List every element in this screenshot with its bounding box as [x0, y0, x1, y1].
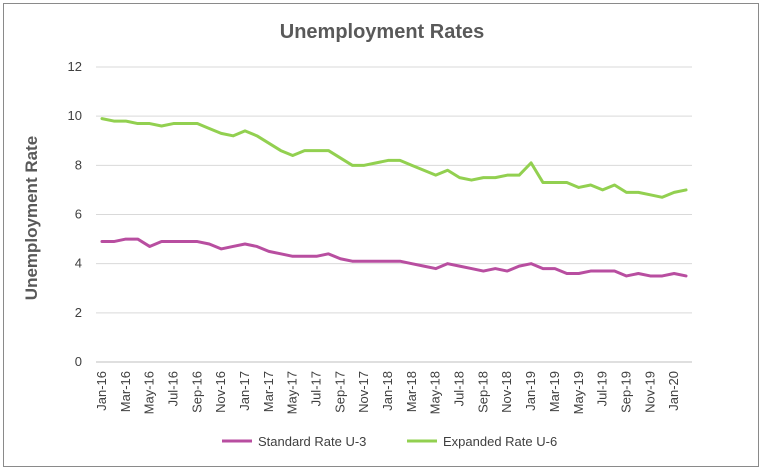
x-tick-label: Jul-17 — [309, 371, 324, 406]
x-tick-label: May-18 — [428, 371, 443, 414]
series-lines — [100, 117, 688, 278]
x-tick-label: Sep-17 — [332, 371, 347, 413]
x-tick-label: Sep-19 — [618, 371, 633, 413]
legend-label: Standard Rate U-3 — [258, 434, 366, 449]
x-tick-label: May-19 — [571, 371, 586, 414]
y-tick-label: 6 — [75, 207, 82, 222]
legend: Standard Rate U-3 Expanded Rate U-6 — [222, 434, 557, 449]
x-tick-label: Jul-19 — [595, 371, 610, 406]
y-tick-label: 0 — [75, 354, 82, 369]
x-tick-label: Jan-17 — [237, 371, 252, 411]
series-line-u3 — [100, 237, 688, 278]
x-tick-labels: Jan-16 Mar-16 May-16 Jul-16 Sep-16 Nov-16 Jan-… — [94, 371, 681, 414]
y-tick-label: 10 — [68, 108, 82, 123]
x-tick-label: Jul-16 — [165, 371, 180, 406]
x-tick-label: Nov-19 — [642, 371, 657, 413]
y-tick-labels: 0 2 4 6 8 10 12 — [68, 59, 82, 369]
x-tick-label: Sep-16 — [189, 371, 204, 413]
x-tick-label: Jan-19 — [523, 371, 538, 411]
y-tick-label: 4 — [75, 256, 82, 271]
y-tick-label: 2 — [75, 305, 82, 320]
y-axis-label: Unemployment Rate — [22, 136, 41, 300]
x-tick-label: Nov-17 — [356, 371, 371, 413]
x-tick-label: Mar-18 — [404, 371, 419, 412]
x-tick-label: May-17 — [285, 371, 300, 414]
x-tick-label: Jan-16 — [94, 371, 109, 411]
y-tick-label: 8 — [75, 157, 82, 172]
x-tick-label: Jan-18 — [380, 371, 395, 411]
gridlines — [96, 66, 692, 363]
x-tick-label: Nov-16 — [213, 371, 228, 413]
chart-frame — [3, 3, 759, 467]
legend-label: Expanded Rate U-6 — [443, 434, 557, 449]
chart-title: Unemployment Rates — [280, 21, 485, 43]
x-tick-label: Mar-19 — [547, 371, 562, 412]
x-tick-label: Nov-18 — [499, 371, 514, 413]
x-tick-label: Sep-18 — [475, 371, 490, 413]
series-line-u6 — [100, 117, 688, 199]
x-tick-label: Jul-18 — [452, 371, 467, 406]
x-tick-label: Mar-17 — [261, 371, 276, 412]
x-tick-label: May-16 — [142, 371, 157, 414]
y-tick-label: 12 — [68, 59, 82, 74]
x-tick-label: Mar-16 — [118, 371, 133, 412]
x-tick-label: Jan-20 — [666, 371, 681, 411]
